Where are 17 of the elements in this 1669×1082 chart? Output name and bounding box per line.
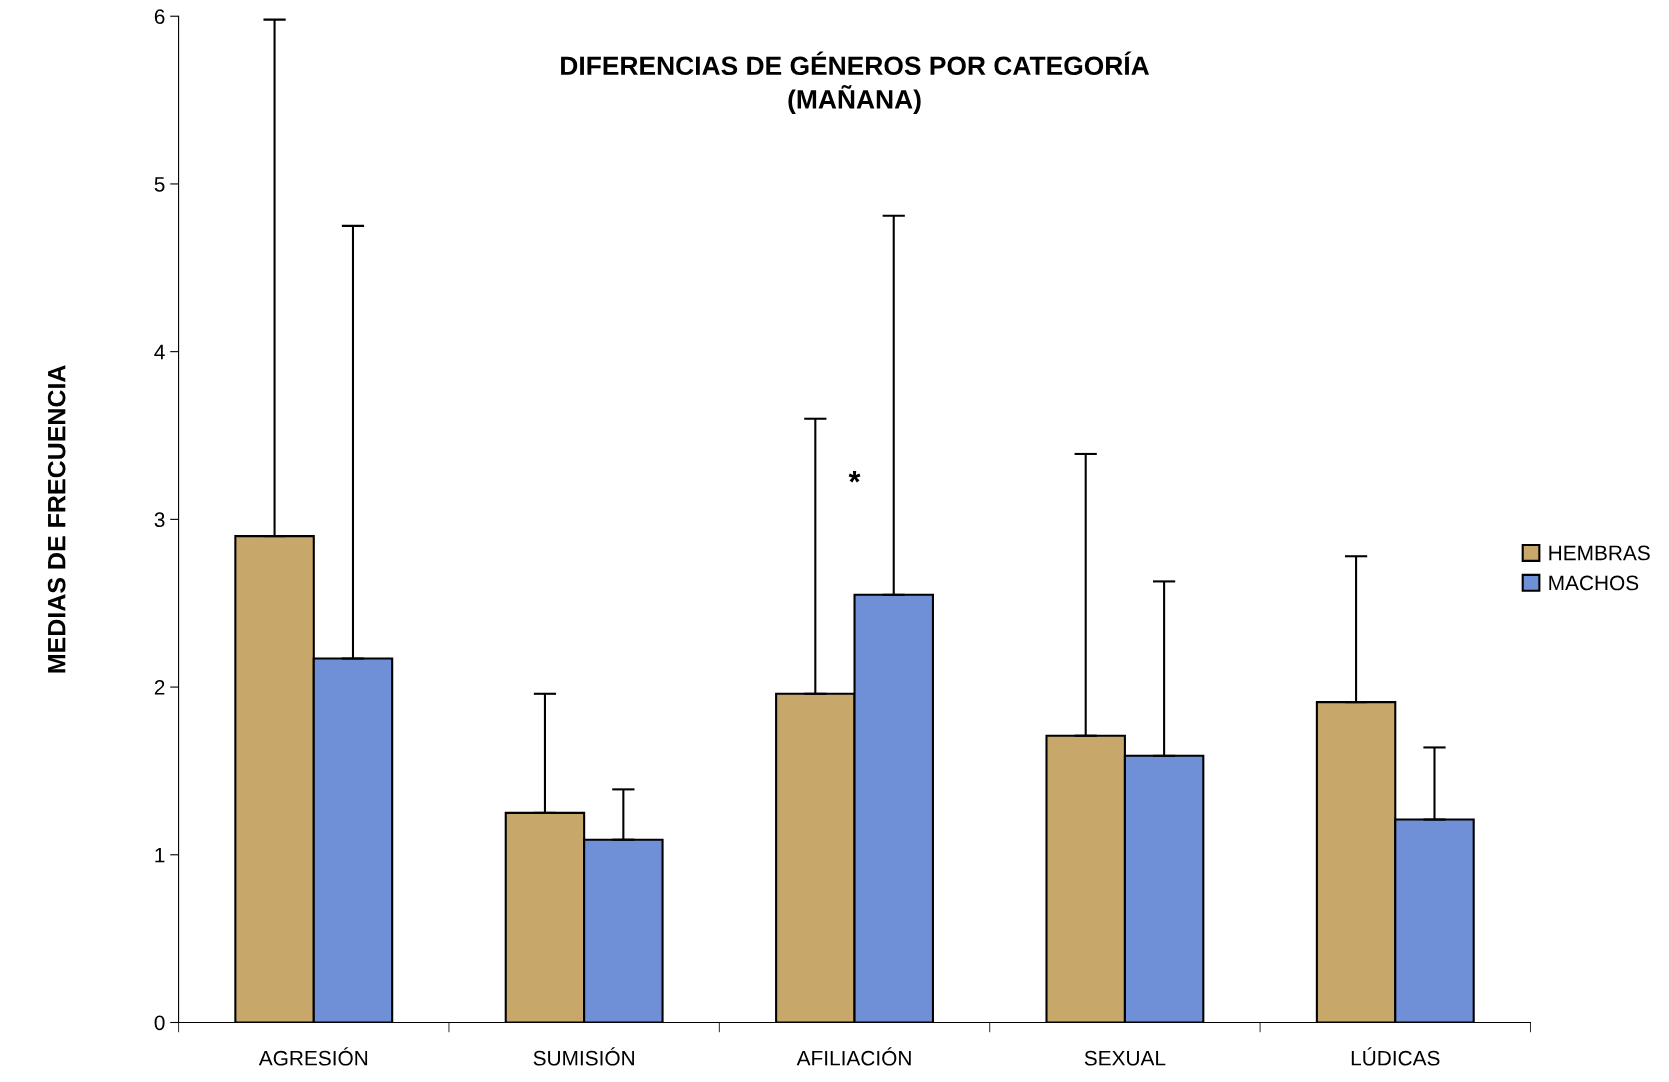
text: DIFERENCIAS DE GÉNEROS POR CATEGORÍA (MAÑANA) [561,51,1150,114]
y-tick-label: 2 [154,680,165,695]
y-tick-label: 6 [154,9,165,24]
x-tick-label: AFILIACIÓN [796,1047,911,1066]
y-tick-label: 0 [154,1015,165,1031]
x-tick-label: LÚDICAS [1351,1047,1440,1066]
y-tick-label: 4 [154,344,165,360]
x-tick-label: SUMISIÓN [533,1047,634,1066]
legend-label: HEMBRAS [1549,545,1650,561]
annotation: * [848,471,861,483]
y-tick-label: 1 [155,848,165,863]
legend-label: MACHOS [1549,575,1639,591]
x-tick-label: AGRESIÓN [258,1047,368,1066]
y-tick-label: 3 [154,512,165,528]
y-tick-label: 5 [154,177,165,192]
y-axis-title: MEDIAS DE FRECUENCIA [47,365,66,673]
x-tick-label: SEXUAL [1084,1050,1166,1066]
